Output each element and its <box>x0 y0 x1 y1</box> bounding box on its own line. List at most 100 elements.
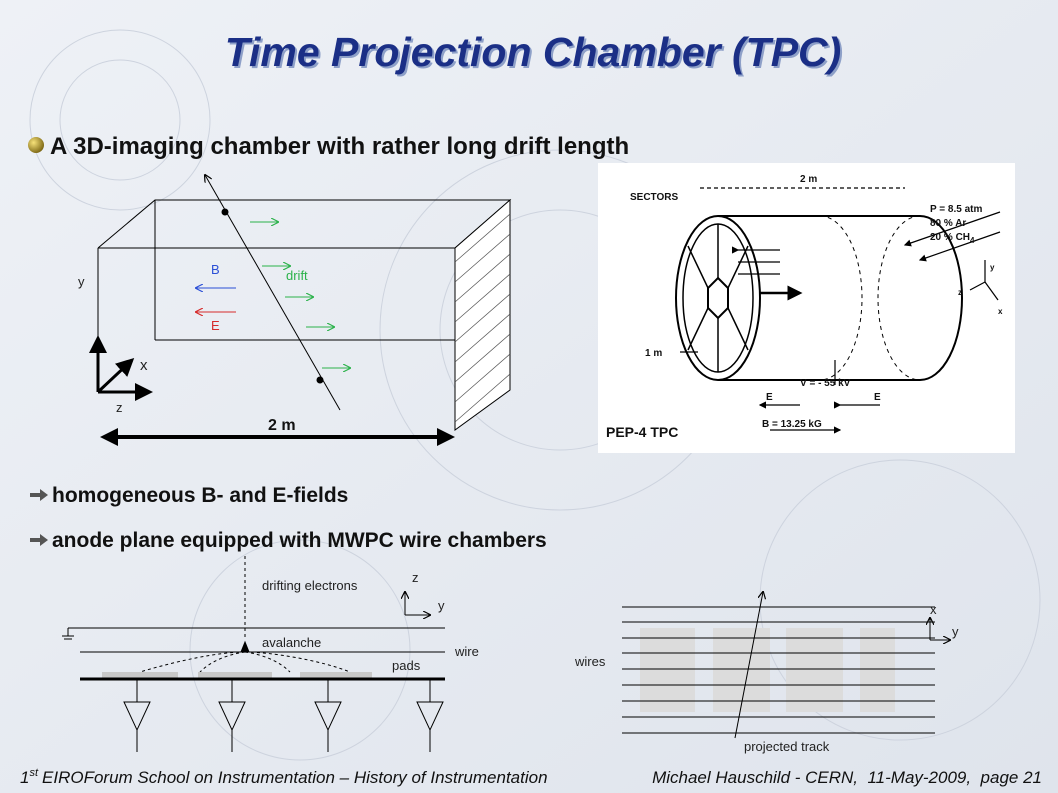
pep4-figure-path <box>877 215 921 381</box>
background-g-circle <box>189 539 411 761</box>
figure-label: P = 8.5 atm <box>930 204 982 215</box>
figure-label: 20 % CH4 <box>930 232 975 245</box>
chamber-diagram: y B drift E x z 2 m <box>78 175 512 446</box>
chamber-diagram-g-line <box>454 273 511 323</box>
axis-label: z <box>958 288 962 297</box>
main-bullet-circle <box>28 137 44 153</box>
footer-right: Michael Hauschild - CERN, 11-May-2009, p… <box>652 768 1042 787</box>
background-g-circle <box>29 29 211 211</box>
pads-diagram-g-rect <box>102 672 178 678</box>
figure-label: B = 13.25 kG <box>762 419 822 430</box>
pads-diagram-g <box>123 679 444 752</box>
footer-event: EIROForum School on Instrumentation – Hi… <box>42 768 548 787</box>
axis-label: y <box>952 624 959 639</box>
chamber-diagram-circle <box>221 208 229 216</box>
diagram-label: avalanche <box>262 635 321 650</box>
diagram-label: projected track <box>744 739 830 754</box>
pep4-figure-g <box>687 224 749 372</box>
pep4-figure-g-line <box>984 281 999 301</box>
background-g-circle <box>759 459 1041 741</box>
figure-label: 2 m <box>800 174 817 185</box>
axis-label: x <box>930 602 937 617</box>
footer-ordinal: 1 <box>20 768 29 787</box>
chamber-diagram-g-line <box>454 373 511 423</box>
figure-label: E <box>766 392 773 403</box>
figure-label: E <box>874 392 881 403</box>
axis-label: y <box>438 598 445 613</box>
axis-label: y <box>990 263 995 272</box>
title-shadow: Time Projection Chamber (TPC) <box>227 31 844 77</box>
axis-label: z <box>116 400 123 415</box>
figure-caption: PEP-4 TPC <box>606 424 678 440</box>
figure-label: SECTORS <box>630 192 678 203</box>
field-label: drift <box>286 268 308 283</box>
footer-left: 1st EIROForum School on Instrumentation –… <box>20 767 548 787</box>
pads-diagram: drifting electrons z y avalanche wire pa… <box>62 556 479 752</box>
wires-diagram-g <box>640 628 895 712</box>
footer-ordinal-suffix: st <box>29 767 39 779</box>
pep4-figure-g-line <box>727 245 749 289</box>
pads-diagram-g-rect <box>300 672 372 678</box>
footer: 1st EIROForum School on Instrumentation –… <box>20 767 1042 787</box>
bullet-text: A 3D-imaging chamber with rather long dr… <box>50 133 629 160</box>
pads-diagram-g-polygon <box>123 701 151 732</box>
chamber-diagram-g-line <box>454 353 511 403</box>
wires-diagram: x y wires projected track <box>574 592 959 754</box>
chamber-diagram-g <box>454 213 511 423</box>
figure-label: 1 m <box>645 348 662 359</box>
wires-diagram-g-rect <box>786 628 843 712</box>
diagram-label: drifting electrons <box>262 578 358 593</box>
pads-diagram-g: drifting electrons z y avalanche wire pa… <box>262 570 479 673</box>
chamber-diagram-g: y B drift E x z 2 m <box>78 262 308 434</box>
pep4-figure-path <box>819 215 863 381</box>
field-label: B <box>211 262 220 277</box>
pep4-figure-g-line <box>969 281 986 291</box>
figure-label: V = - 55 kV <box>800 378 851 389</box>
chamber-diagram-g-line <box>454 253 511 303</box>
pep4-figure: SECTORS 2 m P = 8.5 atm 80 % Ar 20 % CH4… <box>598 163 1015 453</box>
chamber-diagram-g-line <box>454 233 511 283</box>
pads-diagram-g-polygon <box>416 701 444 732</box>
slide-title: Time Projection Chamber (TPC) <box>225 29 842 75</box>
chamber-diagram-g-line <box>454 213 511 263</box>
wires-diagram-g-rect <box>860 628 895 712</box>
wires-diagram-g-rect <box>713 628 770 712</box>
pep4-figure-g: SECTORS 2 m P = 8.5 atm 80 % Ar 20 % CH4… <box>606 174 1003 440</box>
subscript: 4 <box>970 236 975 245</box>
sub-bullets: homogeneous B- and E-fields anode plane … <box>30 484 547 552</box>
diagram-label: pads <box>392 658 421 673</box>
pads-diagram-g-polygon <box>314 701 342 732</box>
length-label: 2 m <box>268 417 296 434</box>
diagram-label: wires <box>574 654 606 669</box>
axis-label: x <box>140 357 148 374</box>
wires-diagram-g-rect <box>640 628 695 712</box>
bullet-text: anode plane equipped with MWPC wire cham… <box>52 529 547 552</box>
axis-label: y <box>78 274 85 289</box>
pep4-figure-path <box>919 215 963 381</box>
sub-bullets-path <box>30 489 48 501</box>
pep4-figure-g-line <box>903 211 1001 247</box>
pep4-figure-g-line <box>687 245 709 289</box>
chamber-diagram-g-line <box>454 313 511 363</box>
pep4-figure-g-line <box>727 307 749 351</box>
axis-label: z <box>412 570 419 585</box>
pep4-figure-ellipse <box>675 215 761 381</box>
chamber-diagram-g-line <box>454 333 511 383</box>
figure-label: 80 % Ar <box>930 218 966 229</box>
background-g-circle <box>59 59 181 181</box>
main-bullet: A 3D-imaging chamber with rather long dr… <box>28 133 629 160</box>
pads-diagram-g <box>102 672 372 678</box>
wires-diagram-g: x y wires projected track <box>574 602 959 754</box>
sub-bullets-path <box>30 534 48 546</box>
chamber-diagram-g-line <box>454 293 511 343</box>
pep4-figure-g-line <box>687 307 709 351</box>
bullet-text: homogeneous B- and E-fields <box>52 484 348 507</box>
field-label: E <box>211 318 220 333</box>
axis-label: x <box>998 307 1003 316</box>
chamber-diagram-g-line <box>96 357 135 394</box>
pads-diagram-path <box>240 640 250 653</box>
title: Time Projection Chamber (TPC) Time Proje… <box>225 29 844 77</box>
